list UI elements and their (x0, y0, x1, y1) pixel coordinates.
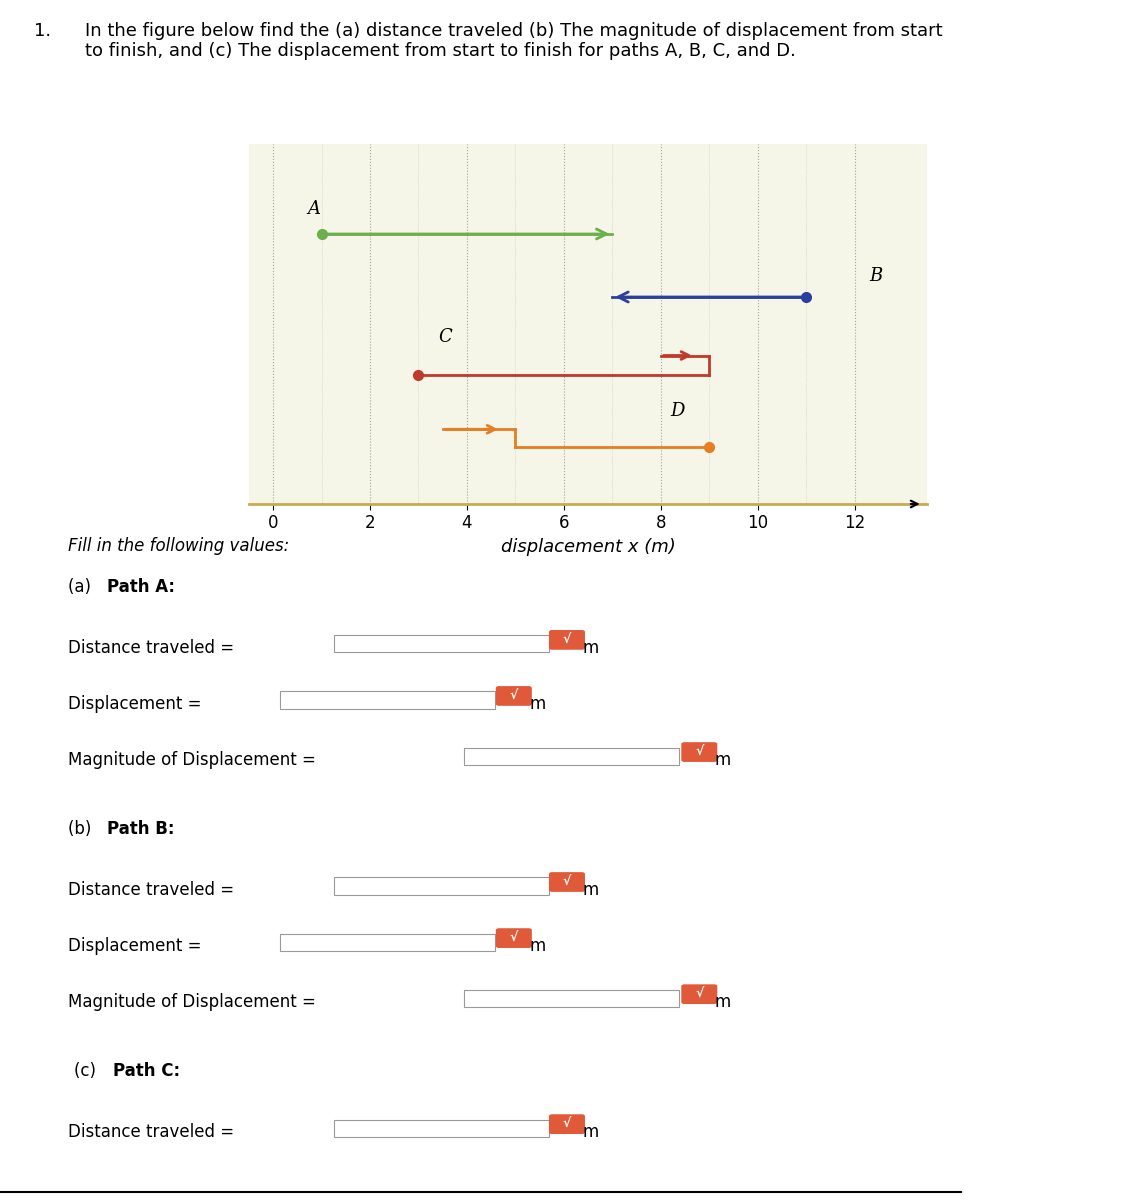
Text: Path A:: Path A: (107, 577, 175, 595)
Text: Displacement =: Displacement = (68, 695, 207, 713)
X-axis label: displacement x (m): displacement x (m) (501, 538, 675, 556)
Text: m: m (582, 881, 598, 899)
FancyBboxPatch shape (550, 1115, 585, 1133)
FancyBboxPatch shape (682, 985, 717, 1003)
Text: D: D (671, 402, 685, 420)
Text: √: √ (510, 690, 518, 703)
Text: 1.: 1. (34, 22, 51, 40)
FancyBboxPatch shape (464, 748, 679, 764)
FancyBboxPatch shape (280, 934, 495, 950)
Text: √: √ (696, 746, 703, 758)
FancyBboxPatch shape (334, 877, 549, 894)
Text: √: √ (563, 634, 571, 647)
FancyBboxPatch shape (497, 929, 532, 947)
Text: √: √ (510, 932, 518, 944)
Text: Distance traveled =: Distance traveled = (68, 1123, 240, 1141)
Text: m: m (529, 937, 545, 955)
Text: √: √ (563, 1118, 571, 1130)
FancyBboxPatch shape (682, 743, 717, 761)
FancyBboxPatch shape (464, 990, 679, 1007)
Text: m: m (529, 695, 545, 713)
Text: (c): (c) (74, 1062, 101, 1080)
Text: m: m (582, 640, 598, 658)
Text: Displacement =: Displacement = (68, 937, 207, 955)
Text: m: m (582, 1123, 598, 1141)
Text: (a): (a) (68, 577, 96, 595)
FancyBboxPatch shape (550, 872, 585, 892)
FancyBboxPatch shape (280, 691, 495, 708)
Text: (b): (b) (68, 820, 96, 838)
Text: A: A (307, 200, 320, 218)
FancyBboxPatch shape (550, 631, 585, 649)
Text: Distance traveled =: Distance traveled = (68, 640, 240, 658)
Text: C: C (438, 328, 451, 346)
Text: m: m (715, 751, 731, 769)
Text: Path B:: Path B: (107, 820, 175, 838)
Text: Path C:: Path C: (113, 1062, 180, 1080)
Text: Distance traveled =: Distance traveled = (68, 881, 240, 899)
Text: m: m (715, 994, 731, 1012)
Text: Magnitude of Displacement =: Magnitude of Displacement = (68, 751, 321, 769)
Text: Fill in the following values:: Fill in the following values: (68, 536, 290, 554)
Text: Magnitude of Displacement =: Magnitude of Displacement = (68, 994, 321, 1012)
Text: √: √ (563, 876, 571, 889)
FancyBboxPatch shape (497, 686, 532, 706)
Text: B: B (870, 266, 882, 284)
Text: √: √ (696, 988, 703, 1001)
FancyBboxPatch shape (334, 635, 549, 653)
FancyBboxPatch shape (334, 1120, 549, 1136)
Text: In the figure below find the (a) distance traveled (b) The magnitude of displace: In the figure below find the (a) distanc… (85, 22, 942, 60)
